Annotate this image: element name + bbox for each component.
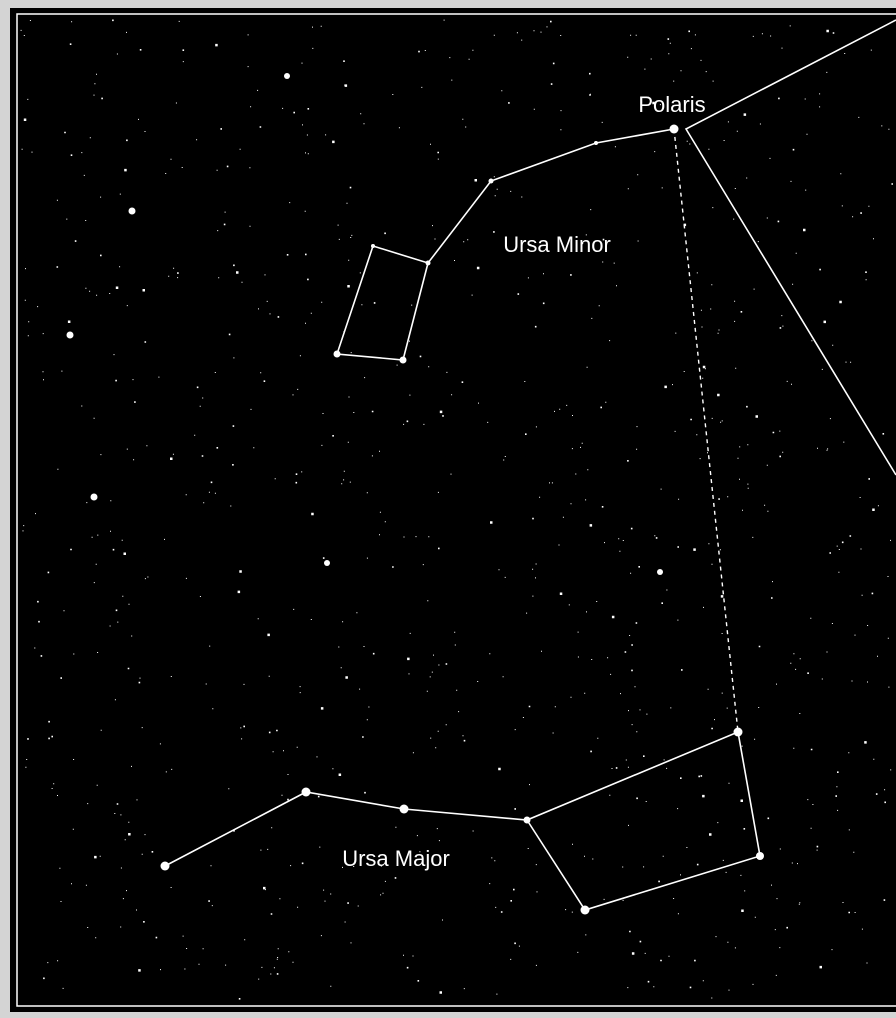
- star: [371, 244, 375, 248]
- star: [334, 351, 341, 358]
- star: [400, 805, 409, 814]
- star: [581, 906, 590, 915]
- star: [302, 788, 311, 797]
- star: [67, 332, 74, 339]
- star: [129, 208, 136, 215]
- polaris-label: Polaris: [638, 92, 705, 117]
- star: [670, 125, 679, 134]
- ursa-minor-label: Ursa Minor: [503, 232, 611, 257]
- star: [324, 560, 330, 566]
- star: [91, 494, 98, 501]
- sky-panel: [10, 8, 896, 1012]
- star-chart: Polaris Ursa Minor Ursa Major: [0, 0, 896, 1018]
- ursa-major-label: Ursa Major: [342, 846, 450, 871]
- star: [524, 817, 531, 824]
- page: Polaris Ursa Minor Ursa Major (() => { c…: [0, 0, 896, 1018]
- star: [657, 569, 663, 575]
- star: [426, 261, 431, 266]
- star: [756, 852, 764, 860]
- star: [400, 357, 407, 364]
- star: [734, 728, 743, 737]
- star: [284, 73, 290, 79]
- star: [594, 141, 598, 145]
- star: [161, 862, 170, 871]
- star: [489, 179, 494, 184]
